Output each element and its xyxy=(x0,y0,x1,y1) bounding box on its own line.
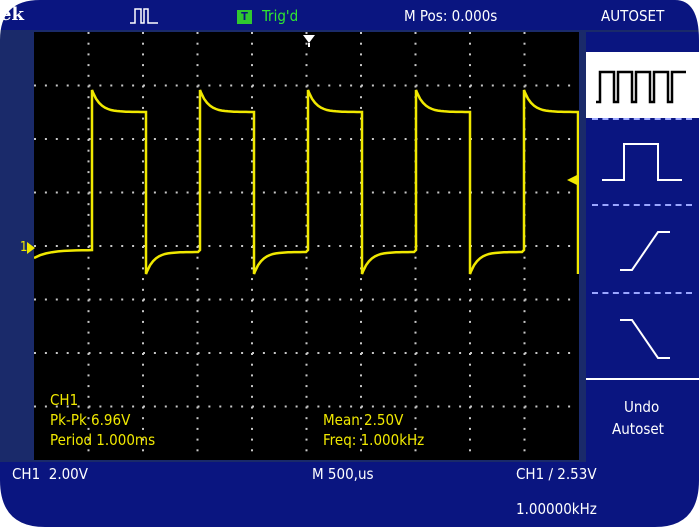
channel-marker: 1 xyxy=(20,240,28,255)
trigger-level-arrow-icon xyxy=(567,174,579,186)
multi-cycle-square-wave-icon xyxy=(596,70,686,104)
measure-period: Period 1.000ms xyxy=(50,431,156,449)
undo-label: Undo xyxy=(624,398,660,416)
waveform-graticule xyxy=(34,32,579,460)
undo-autoset-button[interactable]: Undo Autoset xyxy=(586,382,699,460)
menu-separator xyxy=(592,118,692,120)
channel-marker-arrow-icon xyxy=(27,242,35,254)
trigger-flag-icon: T xyxy=(237,10,252,24)
trigger-status: Trig'd xyxy=(262,7,299,25)
menu-item-rising-edge[interactable] xyxy=(586,208,699,290)
trigger-position-arrow-icon xyxy=(303,35,315,47)
timebase: M 500,us xyxy=(312,465,374,483)
menu-separator xyxy=(592,292,692,294)
ch1-trace xyxy=(34,89,579,275)
rising-edge-icon xyxy=(620,231,670,271)
acquisition-waveform-icon xyxy=(130,8,158,24)
menu-item-multi-cycle[interactable] xyxy=(586,52,699,118)
falling-edge-icon xyxy=(620,319,670,359)
measure-freq: Freq: 1.000kHz xyxy=(323,431,425,449)
menu-item-single-cycle[interactable] xyxy=(586,122,699,202)
ch1-vertical-scale: CH1 2.00V xyxy=(12,465,88,483)
trigger-setting: CH1 ∕ 2.53V xyxy=(516,465,597,483)
horizontal-position: M Pos: 0.000s xyxy=(404,7,498,25)
measure-pk-pk: Pk-Pk 6.96V xyxy=(50,411,131,429)
trigger-frequency: 1.00000kHz xyxy=(516,500,597,518)
status-bar: CH1 2.00V M 500,us CH1 ∕ 2.53V 1.00000kH… xyxy=(0,462,699,527)
autoset-menu: Undo Autoset xyxy=(586,32,699,462)
menu-separator xyxy=(592,204,692,206)
autoset-label: Autoset xyxy=(612,420,664,438)
header-bar: ek T Trig'd M Pos: 0.000s AUTOSET xyxy=(0,0,699,30)
single-cycle-square-wave-icon xyxy=(602,143,682,181)
measure-channel: CH1 xyxy=(50,391,79,409)
measure-mean: Mean 2.50V xyxy=(323,411,404,429)
menu-divider xyxy=(586,378,699,380)
menu-item-falling-edge[interactable] xyxy=(586,296,699,376)
menu-title: AUTOSET xyxy=(601,7,665,25)
